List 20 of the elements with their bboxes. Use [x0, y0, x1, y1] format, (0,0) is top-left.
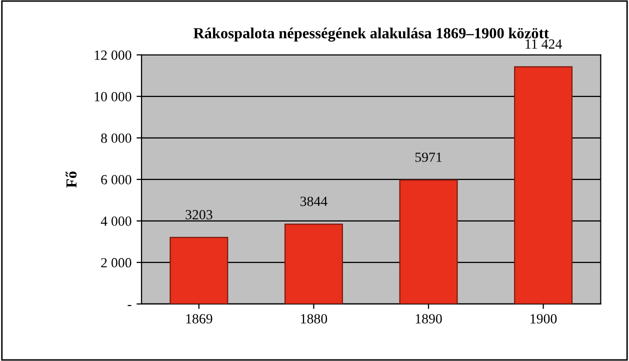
- y-tick-label: 4 000: [100, 216, 132, 226]
- y-tick-label: -: [128, 304, 132, 306]
- bar: [399, 179, 458, 304]
- y-tick-label: 10 000: [94, 92, 132, 102]
- x-tick-label: 1869: [186, 314, 212, 324]
- bar: [170, 236, 228, 304]
- y-tick-label: 2 000: [101, 258, 132, 268]
- y-axis-title: Fő: [66, 171, 77, 188]
- y-tick-label: 8 000: [101, 133, 132, 143]
- y-tick-label: 12 000: [94, 50, 132, 60]
- bar: [284, 224, 343, 304]
- x-tick-label: 1900: [530, 314, 557, 324]
- x-tick-label: 1890: [416, 314, 442, 324]
- data-label: 3203: [186, 210, 212, 220]
- y-tick-label: 6 000: [101, 175, 132, 184]
- data-label: 3844: [300, 196, 328, 206]
- bar: [514, 66, 573, 304]
- x-tick-label: 1880: [301, 314, 328, 324]
- data-label: 11 424: [526, 39, 562, 49]
- data-label: 5971: [415, 152, 442, 162]
